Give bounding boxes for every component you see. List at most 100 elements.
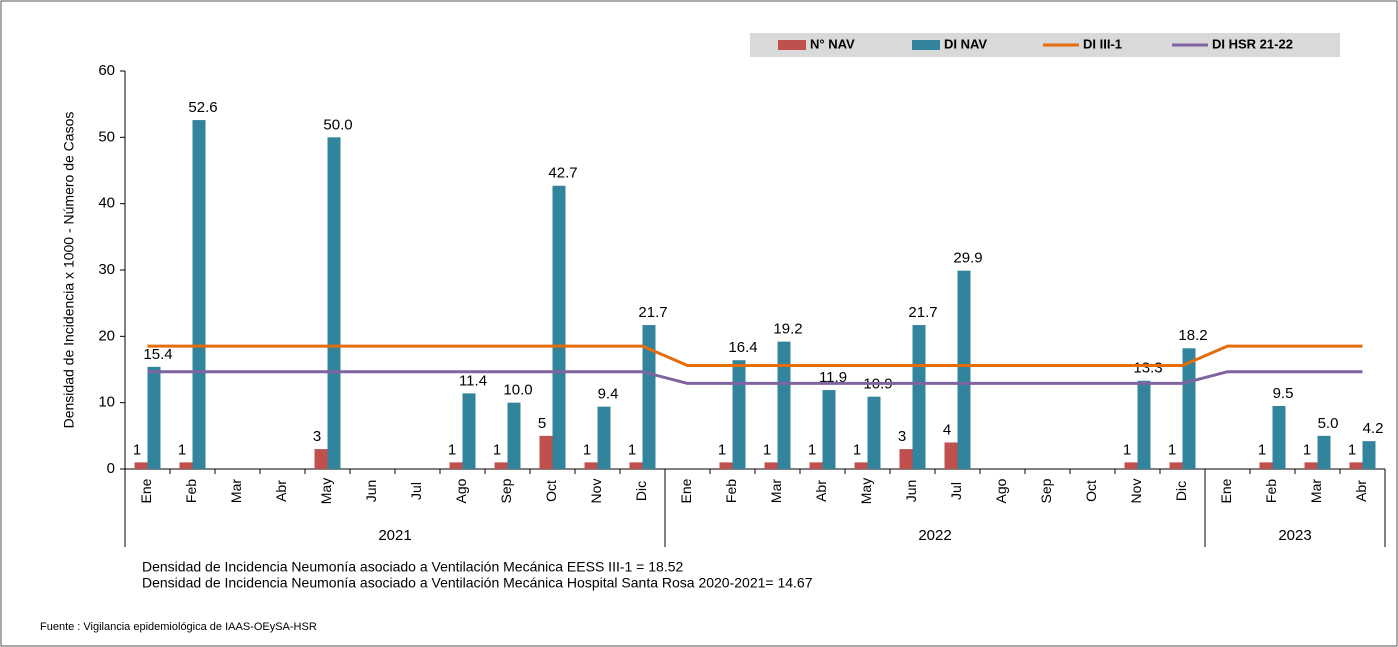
x-tick-label: Ene — [1218, 478, 1234, 503]
legend-label: DI HSR 21-22 — [1212, 36, 1293, 51]
y-tick-label: 60 — [98, 62, 115, 79]
x-tick-label: Feb — [723, 479, 739, 503]
data-label: 11.4 — [459, 372, 487, 389]
data-label: 19.2 — [773, 321, 802, 338]
x-tick-label: Jul — [948, 482, 964, 500]
bar — [494, 462, 508, 469]
bar — [944, 442, 958, 469]
bar — [539, 435, 553, 469]
data-label: 16.4 — [728, 339, 757, 356]
legend-label: N° NAV — [810, 36, 855, 51]
bar — [1137, 380, 1151, 469]
y-axis-label: Densidad de Incidencia x 1000 - Número d… — [61, 112, 77, 429]
group-label: 2023 — [1278, 527, 1311, 544]
bar — [777, 341, 791, 469]
bar — [179, 462, 193, 469]
note: Densidad de Incidencia Neumonía asociado… — [142, 559, 683, 575]
x-tick-label: Ago — [993, 478, 1009, 503]
bar — [147, 366, 161, 469]
x-tick-label: Jun — [903, 480, 919, 503]
data-label: 1 — [853, 441, 861, 458]
bar — [1317, 435, 1331, 469]
data-label: 1 — [178, 441, 186, 458]
x-tick-label: Feb — [183, 479, 199, 503]
data-label: 21.7 — [908, 304, 937, 321]
data-label: 11.9 — [819, 369, 847, 386]
data-label: 1 — [1258, 441, 1266, 458]
x-tick-label: Oct — [543, 480, 559, 502]
data-label: 50.0 — [323, 116, 352, 133]
bar — [1259, 462, 1273, 469]
legend-swatch — [778, 40, 806, 50]
x-tick-label: Mar — [768, 479, 784, 503]
x-tick-label: Jun — [363, 480, 379, 503]
data-label: 1 — [1168, 441, 1176, 458]
x-tick-label: Nov — [1128, 479, 1144, 504]
x-tick-label: Mar — [1308, 479, 1324, 503]
x-tick-label: Abr — [273, 480, 289, 502]
bar — [732, 360, 746, 469]
data-label: 21.7 — [638, 304, 667, 321]
bar — [192, 120, 206, 469]
bar — [1349, 462, 1363, 469]
x-tick-label: Abr — [813, 480, 829, 502]
x-tick-label: May — [858, 478, 874, 504]
data-label: 4.2 — [1363, 420, 1384, 437]
data-label: 9.4 — [598, 386, 619, 403]
data-label: 18.2 — [1178, 327, 1207, 344]
x-tick-label: Sep — [1038, 478, 1054, 503]
data-label: 3 — [898, 428, 906, 445]
data-label: 1 — [1303, 441, 1311, 458]
data-label: 1 — [133, 441, 141, 458]
bar — [1362, 441, 1376, 469]
x-tick-label: Dic — [1173, 481, 1189, 501]
data-label: 1 — [583, 441, 591, 458]
x-tick-label: Jul — [408, 482, 424, 500]
bar — [449, 462, 463, 469]
bar — [134, 462, 148, 469]
bar — [809, 462, 823, 469]
bar — [314, 449, 328, 469]
y-tick-label: 50 — [98, 128, 115, 145]
x-tick-label: Sep — [498, 478, 514, 503]
bar — [1272, 405, 1286, 469]
bar — [597, 406, 611, 469]
data-label: 1 — [1348, 441, 1356, 458]
bar — [764, 462, 778, 469]
bar — [912, 325, 926, 469]
data-label: 1 — [628, 441, 636, 458]
bar — [1304, 462, 1318, 469]
data-label: 42.7 — [548, 165, 577, 182]
data-label: 5.0 — [1318, 415, 1339, 432]
x-tick-label: May — [318, 478, 334, 504]
group-label: 2021 — [378, 527, 411, 544]
bar — [854, 462, 868, 469]
legend-label: DI III-1 — [1083, 36, 1122, 51]
line — [147, 344, 1363, 368]
y-tick-label: 0 — [107, 460, 115, 477]
y-tick-label: 30 — [98, 261, 115, 278]
x-tick-label: Mar — [228, 479, 244, 503]
data-label: 15.4 — [143, 346, 172, 363]
bar — [642, 325, 656, 469]
data-label: 1 — [1123, 441, 1131, 458]
data-label: 1 — [763, 441, 771, 458]
x-tick-label: Ago — [453, 478, 469, 503]
legend-swatch — [912, 40, 940, 50]
x-tick-label: Ene — [138, 478, 154, 503]
bar — [957, 270, 971, 469]
bar — [899, 449, 913, 469]
x-tick-label: Feb — [1263, 479, 1279, 503]
x-tick-label: Nov — [588, 479, 604, 504]
y-tick-label: 40 — [98, 195, 115, 212]
data-label: 52.6 — [188, 99, 217, 116]
data-label: 29.9 — [953, 250, 982, 267]
y-tick-label: 10 — [98, 394, 115, 411]
bar — [552, 185, 566, 470]
data-label: 5 — [538, 415, 546, 432]
data-label: 1 — [718, 441, 726, 458]
bar — [629, 462, 643, 469]
data-label: 3 — [313, 428, 321, 445]
